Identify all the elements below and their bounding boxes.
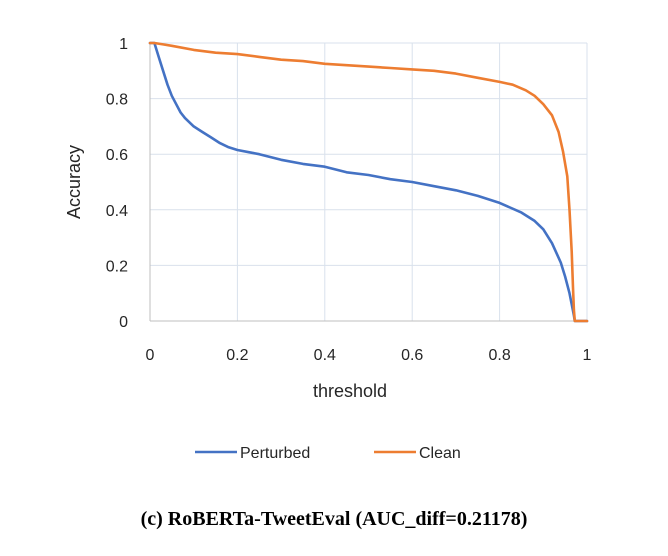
legend-label-clean: Clean: [419, 445, 461, 462]
grid-lines: [150, 42, 588, 321]
y-tick-label: 0.6: [106, 147, 128, 164]
y-tick-label: 0.2: [106, 258, 128, 275]
y-tick-label: 0.4: [106, 203, 128, 220]
y-axis-title: Accuracy: [64, 145, 84, 219]
series-line-perturbed: [148, 41, 589, 323]
y-tick-labels: 0 0.2 0.4 0.6 0.8 1: [106, 36, 128, 331]
x-tick-label: 0.4: [314, 347, 336, 364]
series-line-clean: [148, 41, 589, 323]
legend: Perturbed Clean: [195, 445, 461, 462]
figure-caption: (c) RoBERTa-TweetEval (AUC_diff=0.21178): [140, 508, 528, 530]
series-lines: [148, 41, 589, 323]
x-tick-labels: 0 0.2 0.4 0.6 0.8 1: [146, 347, 592, 364]
legend-label-perturbed: Perturbed: [240, 445, 310, 462]
x-tick-label: 0.2: [226, 347, 248, 364]
x-tick-label: 0.6: [401, 347, 423, 364]
x-axis-title: threshold: [313, 381, 387, 401]
x-tick-label: 1: [583, 347, 592, 364]
y-tick-label: 0.8: [106, 92, 128, 109]
axes: [149, 43, 587, 322]
x-tick-label: 0: [146, 347, 155, 364]
y-tick-label: 0: [119, 314, 128, 331]
line-chart: 0 0.2 0.4 0.6 0.8 1 00.20.40.60.81 threshold …: [64, 36, 592, 462]
y-tick-label: 1: [119, 36, 128, 53]
x-tick-label: 0.8: [488, 347, 510, 364]
